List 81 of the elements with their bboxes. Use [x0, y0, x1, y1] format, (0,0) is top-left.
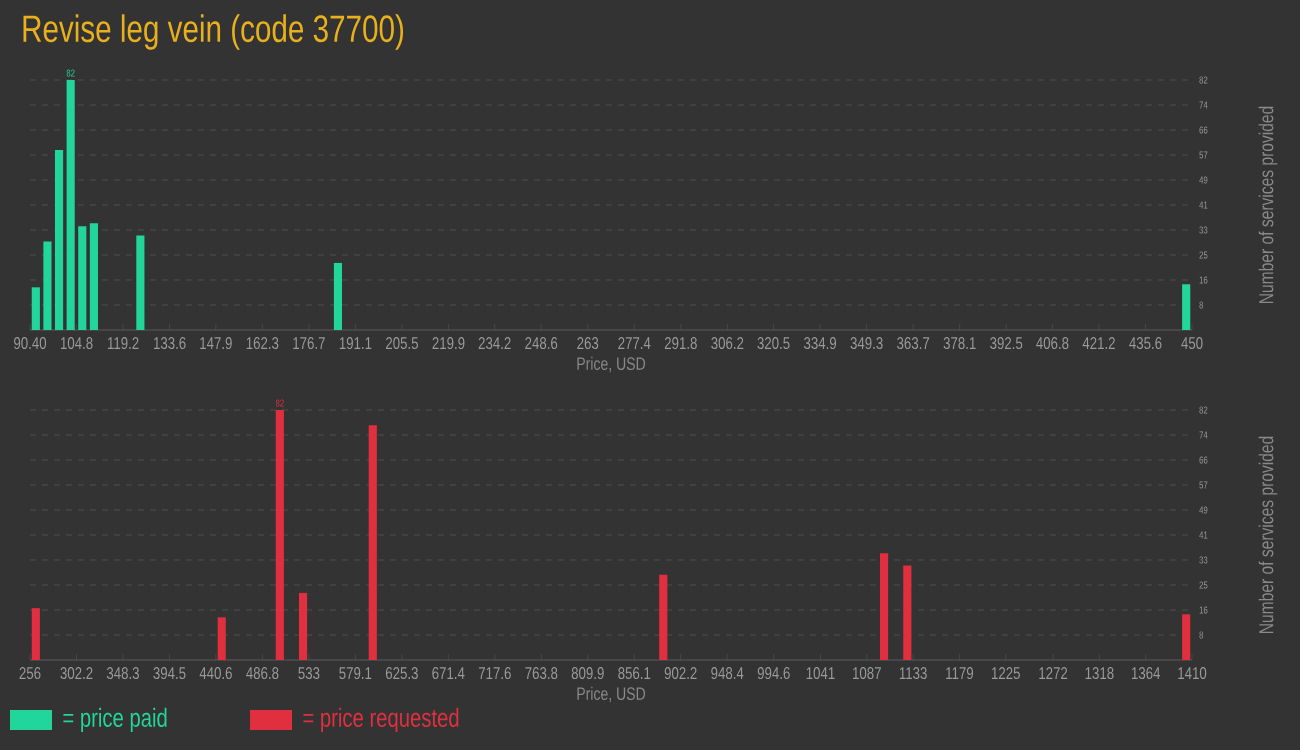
y-tick-label: 8 [1199, 631, 1204, 639]
x-tick-label: 856.1 [618, 667, 651, 680]
x-tick-label: 234.2 [478, 337, 511, 350]
data-label: 82 [275, 399, 284, 407]
x-tick-label: 625.3 [385, 667, 418, 680]
x-tick-label: 277.4 [618, 337, 651, 349]
x-tick-label: 717.6 [478, 667, 511, 680]
x-tick-label: 1087 [853, 667, 881, 680]
legend-label: = price requested [303, 707, 459, 733]
x-tick-label: 1041 [806, 667, 835, 680]
x-tick-label: 486.8 [246, 667, 279, 680]
x-tick-label: 302.2 [60, 667, 93, 680]
x-axis-title: Price, USD [577, 356, 646, 373]
x-tick-label: 1225 [991, 667, 1020, 680]
x-tick-label: 176.7 [293, 337, 325, 350]
y-tick-label: 82 [1199, 406, 1208, 414]
x-tick-label: 533 [298, 667, 320, 680]
x-tick-label: 191.1 [339, 337, 372, 350]
x-tick-label: 902.2 [664, 667, 697, 680]
x-tick-label: 1364 [1131, 667, 1161, 680]
x-tick-label: 763.8 [525, 667, 558, 680]
x-tick-label: 248.6 [525, 337, 558, 350]
y-tick-label: 16 [1199, 606, 1208, 614]
x-tick-label: 579.1 [339, 667, 372, 680]
x-tick-label: 406.8 [1036, 337, 1069, 350]
x-tick-label: 440.6 [199, 667, 232, 680]
x-tick-label: 1410 [1178, 667, 1207, 680]
x-tick-label: 363.7 [897, 337, 930, 350]
x-tick-label: 394.5 [153, 667, 186, 680]
x-tick-label: 392.5 [990, 337, 1023, 350]
y-tick-label: 41 [1199, 531, 1208, 539]
x-tick-label: 421.2 [1082, 337, 1115, 349]
y-tick-label: 82 [1199, 76, 1208, 84]
x-tick-label: 334.9 [803, 337, 837, 350]
y-tick-label: 8 [1199, 301, 1204, 309]
y-tick-label: 33 [1199, 226, 1208, 234]
y-tick-label: 41 [1199, 201, 1208, 209]
y-tick-label: 33 [1199, 556, 1208, 564]
x-tick-label: 349.3 [850, 337, 883, 350]
y-tick-label: 57 [1199, 151, 1208, 159]
x-tick-label: 809.9 [571, 667, 604, 680]
x-tick-label: 306.2 [711, 337, 744, 350]
x-tick-label: 378.1 [943, 337, 976, 350]
y-tick-label: 49 [1199, 176, 1208, 184]
y-axis-title: Number of services provided [1258, 436, 1278, 633]
y-tick-label: 25 [1199, 251, 1208, 259]
y-tick-label: 25 [1199, 581, 1208, 589]
x-tick-label: 256 [19, 667, 41, 680]
x-tick-label: 948.4 [711, 667, 744, 680]
x-tick-label: 104.8 [60, 337, 93, 350]
x-tick-label: 450 [1181, 337, 1203, 350]
x-tick-label: 90.40 [14, 337, 47, 350]
x-tick-label: 147.9 [200, 337, 232, 350]
x-tick-label: 205.5 [386, 337, 418, 350]
x-tick-label: 1318 [1085, 667, 1114, 680]
x-tick-label: 348.3 [106, 667, 139, 680]
x-tick-label: 671.4 [432, 667, 465, 680]
legend-label: = price paid [63, 707, 167, 733]
y-axis-title: Number of services provided [1258, 106, 1278, 303]
x-tick-label: 320.5 [757, 337, 790, 350]
y-tick-label: 57 [1199, 481, 1208, 489]
y-tick-label: 66 [1199, 126, 1208, 134]
y-tick-label: 49 [1199, 506, 1208, 514]
x-tick-label: 1179 [946, 667, 974, 680]
x-axis-title: Price, USD [577, 686, 646, 703]
y-tick-label: 74 [1199, 101, 1208, 109]
x-tick-label: 162.3 [246, 337, 279, 350]
chart-title: Revise leg vein (code 37700) [23, 14, 404, 50]
x-tick-label: 219.9 [432, 337, 465, 350]
x-tick-label: 435.6 [1129, 337, 1162, 350]
x-tick-label: 133.6 [154, 337, 186, 350]
x-tick-label: 119.2 [107, 337, 139, 350]
x-tick-label: 291.8 [664, 337, 697, 350]
data-label: 82 [66, 69, 75, 77]
x-tick-label: 263 [577, 337, 599, 350]
x-tick-label: 994.6 [757, 667, 790, 680]
y-tick-label: 66 [1199, 456, 1208, 464]
x-tick-label: 1272 [1039, 667, 1068, 679]
y-tick-label: 16 [1199, 276, 1208, 284]
x-tick-label: 1133 [899, 667, 927, 680]
y-tick-label: 74 [1199, 431, 1208, 439]
